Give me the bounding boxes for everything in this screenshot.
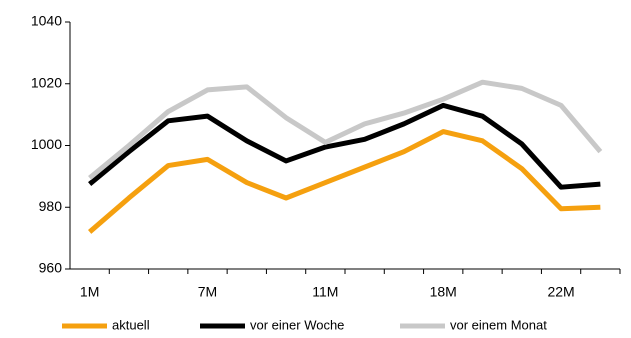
x-tick-label: 1M: [80, 284, 99, 300]
x-tick-label: 11M: [312, 284, 338, 300]
legend: aktuell vor einer Woche vor einem Monat: [62, 317, 547, 332]
y-tick-label: 1000: [31, 136, 62, 152]
y-tick-label: 960: [39, 260, 63, 276]
y-tick-label: 980: [39, 198, 63, 214]
legend-label: aktuell: [112, 317, 150, 332]
x-tick-label: 22M: [547, 284, 574, 300]
series-line: [88, 129, 601, 234]
series-line: [88, 102, 601, 190]
y-tick-label: 1040: [31, 13, 62, 29]
y-tick-label: 1020: [31, 74, 62, 90]
legend-label: vor einem Monat: [450, 317, 547, 332]
series-line: [88, 79, 603, 180]
legend-label: vor einer Woche: [250, 317, 344, 332]
x-tick-label: 18M: [430, 284, 457, 300]
x-tick-label: 7M: [198, 284, 217, 300]
